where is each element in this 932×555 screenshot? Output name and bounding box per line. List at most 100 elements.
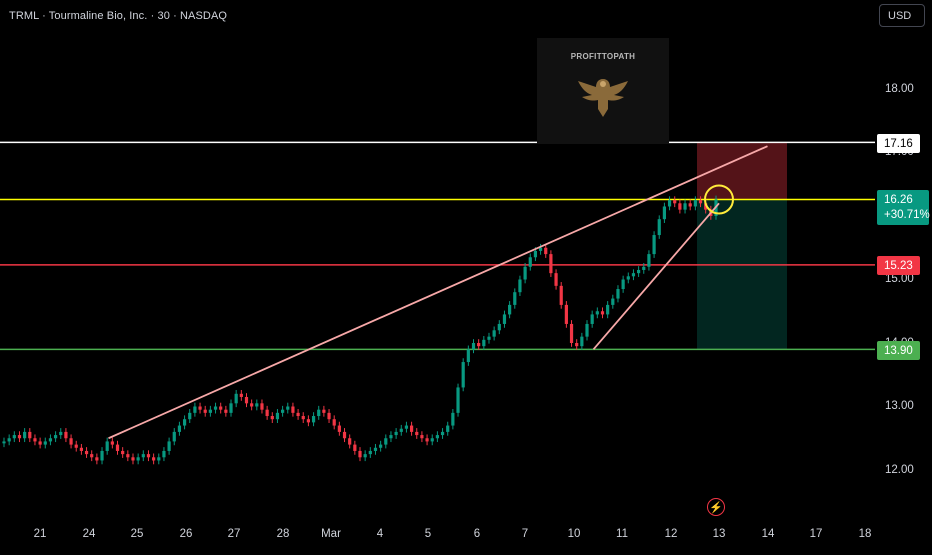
candle-body — [363, 454, 367, 458]
watermark: PROFITTOPATH — [537, 38, 669, 144]
price-tag-resistance[interactable]: 17.16 — [877, 134, 920, 153]
candle-body — [657, 219, 661, 236]
candle-body — [471, 343, 476, 350]
candle-body — [327, 412, 331, 420]
candle-body — [2, 441, 6, 444]
candle-body — [136, 457, 140, 461]
date-tick: 4 — [376, 528, 384, 540]
candle-body — [348, 438, 352, 445]
candle-body — [152, 457, 156, 461]
candle-body — [38, 441, 42, 445]
candle-body — [415, 431, 419, 436]
candle-body — [28, 431, 32, 439]
candle-body — [64, 431, 68, 439]
trendlines[interactable] — [108, 145, 768, 440]
take-profit-zone[interactable] — [697, 199, 787, 350]
candle-body — [580, 336, 584, 347]
date-tick: 5 — [424, 528, 432, 540]
date-tick: 28 — [276, 528, 290, 540]
candle-body — [234, 393, 238, 404]
candle-body — [611, 298, 615, 305]
price-tag-current[interactable]: 16.26 +30.71% — [877, 190, 930, 225]
watermark-text: PROFITTOPATH — [570, 52, 636, 61]
date-tick: Mar — [321, 528, 341, 540]
candle-body — [564, 304, 568, 324]
candle-body — [79, 447, 83, 451]
candle-body — [673, 200, 677, 204]
date-tick: 6 — [473, 528, 481, 540]
price-tick: 13.00 — [885, 400, 914, 412]
candle-body — [477, 343, 481, 347]
candle-body — [518, 279, 522, 293]
lightning-icon[interactable]: ⚡ — [707, 498, 725, 516]
candle-body — [637, 269, 641, 274]
candle-body — [162, 450, 166, 458]
candle-body — [275, 412, 280, 420]
candle-body — [121, 450, 125, 455]
candle-body — [208, 409, 212, 413]
candle-body — [399, 428, 403, 432]
candle-body — [616, 289, 620, 299]
candle-body — [17, 435, 22, 439]
current-change: +30.71% — [884, 208, 930, 221]
price-tick: 15.00 — [885, 273, 914, 285]
candle-body — [533, 250, 538, 258]
candle-body — [224, 409, 228, 413]
candle-body — [203, 409, 207, 413]
candle-body — [451, 412, 455, 426]
highlight-circle[interactable] — [704, 184, 734, 215]
candle-body — [110, 441, 114, 445]
candle-body — [688, 203, 692, 207]
price-tick: 18.00 — [885, 83, 914, 95]
candle-body — [296, 412, 300, 417]
candle-body — [492, 330, 496, 337]
date-tick: 7 — [521, 528, 529, 540]
candle-body — [213, 406, 218, 410]
candle-body — [301, 416, 305, 420]
candle-body — [131, 457, 135, 461]
price-tag-red-level[interactable]: 15.23 — [877, 256, 920, 275]
date-tick: 27 — [227, 528, 241, 540]
candle-body — [647, 254, 651, 267]
candle-body — [595, 311, 599, 315]
price-tick: 12.00 — [885, 464, 914, 476]
candle-body — [59, 431, 63, 436]
trendline — [108, 145, 768, 440]
candle-body — [621, 279, 625, 290]
date-tick: 17 — [809, 528, 823, 540]
candle-body — [219, 406, 223, 410]
candle-body — [631, 273, 636, 277]
candle-body — [559, 285, 563, 305]
candle-body — [177, 425, 182, 432]
candle-body — [198, 406, 202, 410]
candle-body — [409, 425, 414, 432]
date-tick: 18 — [858, 528, 872, 540]
candle-body — [100, 450, 104, 461]
candle-body — [358, 450, 362, 458]
date-tick: 13 — [712, 528, 726, 540]
candle-body — [549, 254, 553, 274]
currency-button[interactable]: USD — [879, 4, 925, 27]
candle-body — [53, 435, 58, 439]
candle-body — [157, 457, 161, 461]
eagle-logo-icon — [578, 79, 628, 117]
candle-body — [466, 349, 470, 363]
candle-body — [487, 336, 491, 340]
date-tick: 24 — [82, 528, 96, 540]
candle-body — [446, 425, 450, 432]
date-tick: 14 — [761, 528, 775, 540]
symbol-title: TRML · Tourmaline Bio, Inc. · 30 · NASDA… — [9, 10, 228, 22]
date-tick: 26 — [179, 528, 193, 540]
candle-body — [260, 403, 264, 410]
date-tick: 21 — [33, 528, 47, 540]
candle-body — [642, 266, 646, 270]
price-tag-green-level[interactable]: 13.90 — [877, 341, 920, 360]
candle-body — [435, 435, 439, 439]
candle-body — [167, 441, 171, 451]
candle-body — [146, 454, 151, 458]
candle-body — [585, 323, 589, 337]
date-tick: 10 — [567, 528, 581, 540]
horizontal-levels[interactable] — [0, 141, 875, 351]
